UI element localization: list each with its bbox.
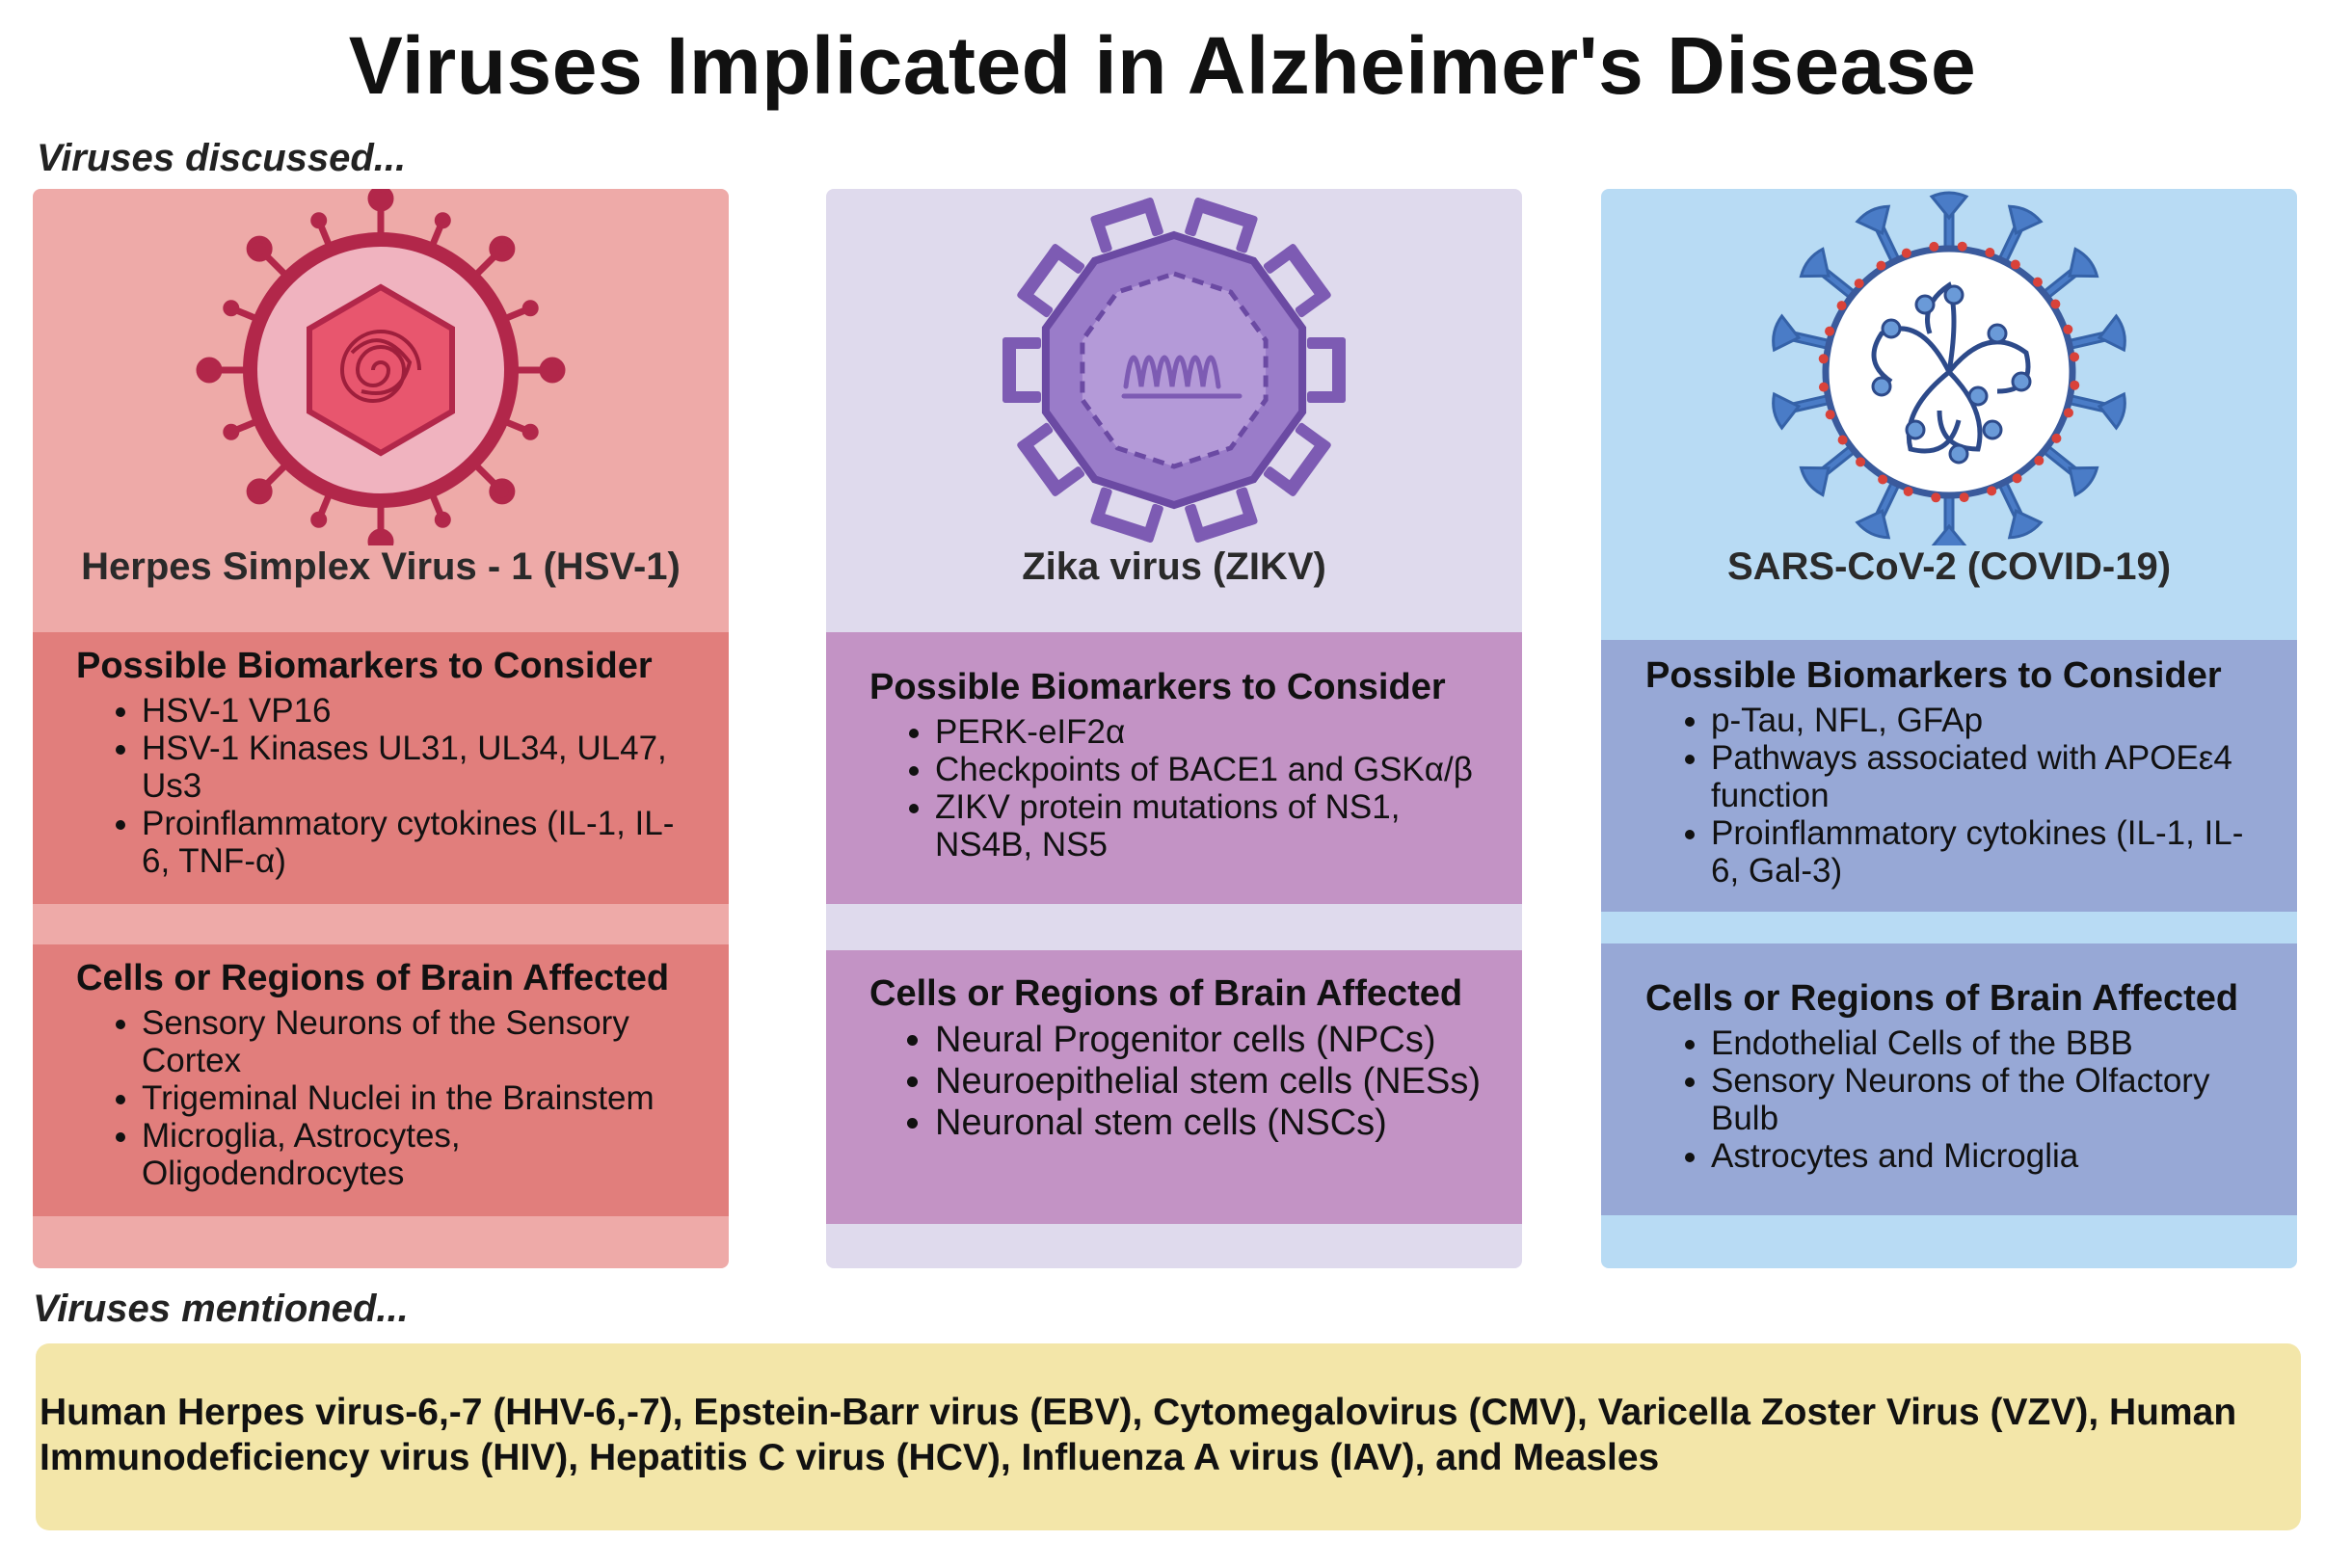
hsv1-panel: Herpes Simplex Virus - 1 (HSV-1) Possibl…: [33, 185, 729, 1268]
mentioned-viruses-box: Human Herpes virus-6,-7 (HHV-6,-7), Epst…: [36, 1343, 2301, 1530]
regions-heading: Cells or Regions of Brain Affected: [869, 973, 1463, 1014]
zika-panel: Zika virus (ZIKV) Possible Biomarkers to…: [826, 189, 1522, 1268]
region-item: Neuroepithelial stem cells (NESs): [935, 1061, 1493, 1103]
region-item: Endothelial Cells of the BBB: [1711, 1024, 2268, 1062]
region-item: Neuronal stem cells (NSCs): [935, 1103, 1493, 1144]
region-item: Trigeminal Nuclei in the Brainstem: [142, 1079, 700, 1117]
biomarker-item: HSV-1 Kinases UL31, UL34, UL47, Us3: [142, 730, 700, 805]
biomarkers-heading: Possible Biomarkers to Consider: [76, 646, 653, 686]
page-title: Viruses Implicated in Alzheimer's Diseas…: [348, 20, 1977, 111]
region-item: Sensory Neurons of the Sensory Cortex: [142, 1004, 700, 1079]
zika-virus-icon: [981, 189, 1367, 545]
mentioned-label: Viruses mentioned...: [33, 1288, 409, 1330]
mentioned-viruses-text: Human Herpes virus-6,-7 (HHV-6,-7), Epst…: [40, 1392, 2237, 1478]
region-item: Sensory Neurons of the Olfactory Bulb: [1711, 1062, 2268, 1137]
biomarker-item: PERK-eIF2α: [935, 713, 1493, 751]
biomarker-item: Checkpoints of BACE1 and GSKα/β: [935, 751, 1493, 788]
regions-heading: Cells or Regions of Brain Affected: [1645, 978, 2239, 1019]
sars-cov-2-panel: SARS-CoV-2 (COVID-19) Possible Biomarker…: [1601, 189, 2297, 1268]
biomarker-item: p-Tau, NFL, GFAp: [1711, 702, 2268, 739]
biomarker-item: ZIKV protein mutations of NS1, NS4B, NS5: [935, 788, 1493, 864]
virus-name: Herpes Simplex Virus - 1 (HSV-1): [81, 545, 681, 588]
biomarkers-heading: Possible Biomarkers to Consider: [869, 667, 1446, 707]
biomarkers-heading: Possible Biomarkers to Consider: [1645, 655, 2222, 696]
biomarkers-box: Possible Biomarkers to Consider PERK-eIF…: [826, 632, 1522, 904]
region-item: Astrocytes and Microglia: [1711, 1137, 2268, 1175]
discussed-label: Viruses discussed...: [37, 137, 407, 179]
biomarker-item: HSV-1 VP16: [142, 692, 700, 730]
biomarker-item: Proinflammatory cytokines (IL-1, IL-6, T…: [142, 805, 700, 880]
regions-box: Cells or Regions of Brain Affected Endot…: [1601, 943, 2297, 1215]
regions-box: Cells or Regions of Brain Affected Senso…: [33, 944, 729, 1216]
coronavirus-icon: [1756, 189, 2142, 553]
regions-heading: Cells or Regions of Brain Affected: [76, 958, 670, 998]
virus-name: Zika virus (ZIKV): [1022, 545, 1326, 588]
biomarkers-box: Possible Biomarkers to Consider p-Tau, N…: [1601, 640, 2297, 912]
regions-box: Cells or Regions of Brain Affected Neura…: [826, 950, 1522, 1224]
virus-name: SARS-CoV-2 (COVID-19): [1726, 545, 2172, 588]
biomarker-item: Proinflammatory cytokines (IL-1, IL-6, G…: [1711, 814, 2268, 890]
biomarkers-box: Possible Biomarkers to Consider HSV-1 VP…: [33, 632, 729, 904]
biomarker-item: Pathways associated with APOEε4 function: [1711, 739, 2268, 814]
region-item: Neural Progenitor cells (NPCs): [935, 1020, 1493, 1061]
region-item: Microglia, Astrocytes, Oligodendrocytes: [142, 1117, 700, 1192]
herpes-virus-icon: [188, 185, 574, 555]
